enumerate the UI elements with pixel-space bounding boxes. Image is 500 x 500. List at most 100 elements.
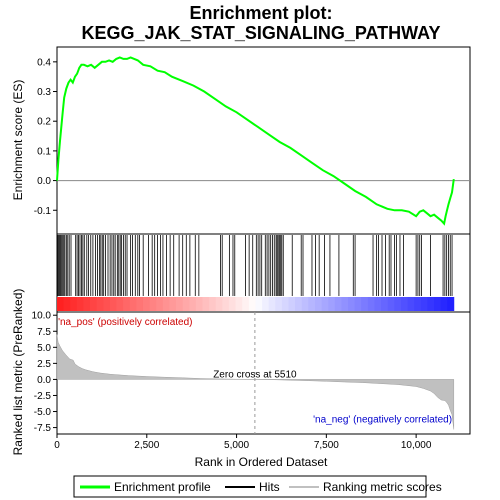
rank-color-cell: [209, 297, 217, 311]
rank-color-cell: [288, 297, 296, 311]
rank-color-cell: [149, 297, 157, 311]
rank-color-cell: [57, 297, 65, 311]
rank-color-cell: [381, 297, 389, 311]
legend-hits-label: Hits: [259, 480, 280, 494]
rank-color-cell: [281, 297, 289, 311]
rank-color-cell: [308, 297, 316, 311]
rank-color-cell: [440, 297, 448, 311]
rank-color-cell: [235, 297, 243, 311]
rank-color-cell: [394, 297, 402, 311]
rank-color-cell: [83, 297, 91, 311]
ranked-y-tick-label: 2.5: [37, 359, 51, 370]
rank-color-cell: [301, 297, 309, 311]
ranked-y-axis-label: Ranked list metric (PreRanked): [11, 289, 25, 456]
rank-color-cell: [195, 297, 203, 311]
x-tick-label: 5,000: [224, 440, 249, 451]
rank-color-cell: [142, 297, 150, 311]
rank-color-cell: [109, 297, 117, 311]
rank-color-cell: [314, 297, 322, 311]
rank-color-cell: [222, 297, 230, 311]
es-y-tick-label: 0.0: [37, 176, 51, 187]
ranked-y-tick-label: 0.0: [37, 375, 51, 386]
rank-color-cell: [321, 297, 329, 311]
rank-color-cell: [255, 297, 263, 311]
rank-color-cell: [169, 297, 177, 311]
legend-ranking-label: Ranking metric scores: [323, 480, 442, 494]
rank-color-cell: [215, 297, 223, 311]
rank-color-cell: [295, 297, 303, 311]
rank-color-cell: [162, 297, 170, 311]
rank-color-cell: [447, 297, 455, 311]
rank-color-cell: [420, 297, 428, 311]
positive-label: 'na_pos' (positively correlated): [58, 317, 192, 328]
ranked-y-tick-label: -2.5: [34, 391, 52, 402]
legend-enrichment-label: Enrichment profile: [114, 480, 211, 494]
rank-color-cell: [374, 297, 382, 311]
rank-color-strip: [57, 297, 455, 311]
x-tick-label: 7,500: [314, 440, 339, 451]
rank-color-cell: [90, 297, 98, 311]
es-y-tick-label: 0.4: [37, 57, 51, 68]
rank-color-cell: [354, 297, 362, 311]
rank-color-cell: [275, 297, 283, 311]
es-y-tick-label: -0.1: [34, 206, 52, 217]
rank-color-cell: [427, 297, 435, 311]
ranked-y-tick-label: 10.0: [32, 311, 52, 322]
rank-color-cell: [242, 297, 250, 311]
rank-color-cell: [123, 297, 131, 311]
rank-color-cell: [361, 297, 369, 311]
es-y-axis-label: Enrichment score (ES): [11, 80, 25, 201]
rank-color-cell: [176, 297, 184, 311]
rank-color-cell: [348, 297, 356, 311]
hits-panel: [56, 233, 471, 313]
ranked-y-tick-label: -5.0: [34, 407, 52, 418]
rank-color-cell: [268, 297, 276, 311]
rank-color-cell: [182, 297, 190, 311]
rank-color-cell: [387, 297, 395, 311]
rank-color-cell: [341, 297, 349, 311]
es-y-tick-label: 0.2: [37, 117, 51, 128]
negative-label: 'na_neg' (negatively correlated): [313, 414, 452, 425]
x-axis-label: Rank in Ordered Dataset: [195, 455, 328, 469]
es-y-tick-label: 0.1: [37, 146, 51, 157]
enrichment-profile-line: [56, 56, 455, 226]
ranked-panel-frame: [56, 311, 471, 435]
rank-color-cell: [96, 297, 104, 311]
x-tick-label: 10,000: [401, 440, 432, 451]
rank-color-cell: [248, 297, 256, 311]
rank-color-cell: [407, 297, 415, 311]
rank-color-cell: [228, 297, 236, 311]
rank-color-cell: [116, 297, 124, 311]
rank-color-cell: [328, 297, 336, 311]
zero-cross-label: Zero cross at 5510: [213, 369, 297, 380]
es-panel: -0.1 0.0 0.1 0.2 0.3 0.4 Enrichment score (ES…: [11, 46, 471, 235]
rank-color-cell: [400, 297, 408, 311]
legend: Enrichment profile Hits Ranking metric s…: [73, 475, 442, 498]
ranked-y-tick-label: 5.0: [37, 343, 51, 354]
rank-color-cell: [129, 297, 137, 311]
chart-title-line2: KEGG_JAK_STAT_SIGNALING_PATHWAY: [81, 23, 440, 43]
x-tick-label: 2,500: [134, 440, 159, 451]
rank-color-cell: [367, 297, 375, 311]
rank-color-cell: [76, 297, 84, 311]
rank-color-cell: [103, 297, 111, 311]
rank-color-cell: [156, 297, 164, 311]
rank-color-cell: [202, 297, 210, 311]
es-y-tick-label: 0.3: [37, 87, 51, 98]
rank-color-cell: [70, 297, 78, 311]
ranked-y-tick-label: 7.5: [37, 327, 51, 338]
rank-color-cell: [414, 297, 422, 311]
rank-color-cell: [189, 297, 197, 311]
rank-color-cell: [136, 297, 144, 311]
rank-color-cell: [63, 297, 71, 311]
rank-color-cell: [262, 297, 270, 311]
rank-color-cell: [334, 297, 342, 311]
x-tick-label: 0: [54, 440, 60, 451]
x-axis: 0 2,500 5,000 7,500 10,000: [54, 434, 432, 451]
es-panel-frame: [56, 46, 471, 235]
chart-title-line1: Enrichment plot:: [190, 3, 333, 23]
ranked-panel: -7.5 -5.0 -2.5 0.0 2.5 5.0 7.5 10.0 'na_pos' (p…: [11, 289, 471, 456]
rank-color-cell: [433, 297, 442, 311]
ranked-y-tick-label: -7.5: [34, 423, 52, 434]
